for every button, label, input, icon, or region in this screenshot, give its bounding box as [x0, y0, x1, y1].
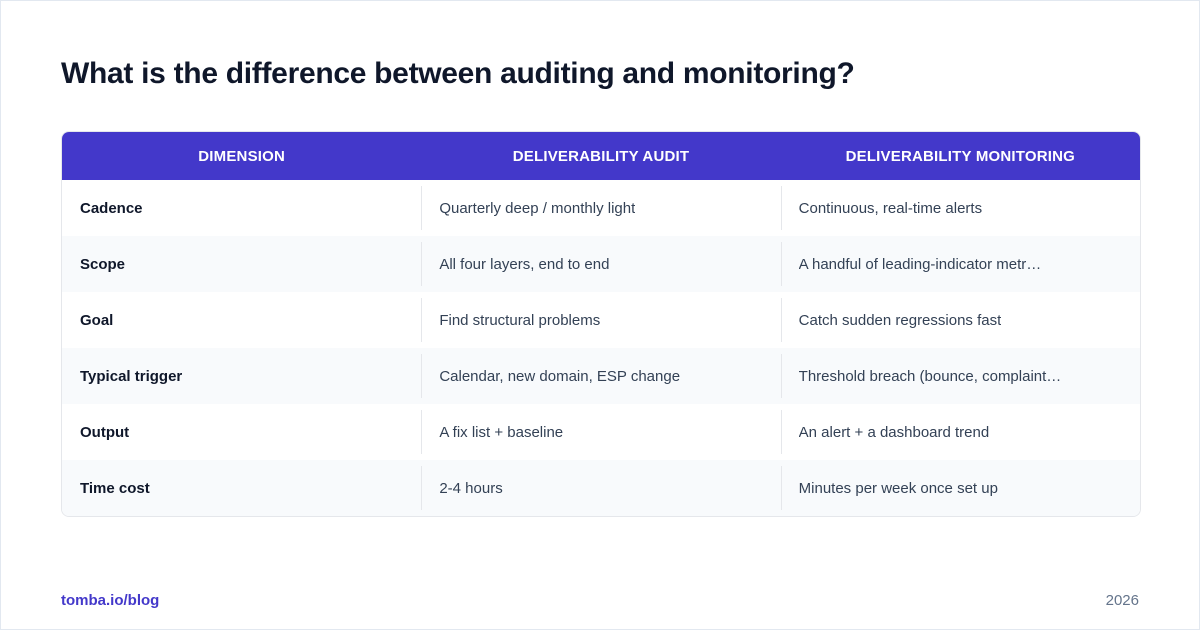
table-row: Cadence Quarterly deep / monthly light C…: [62, 180, 1140, 236]
monitoring-cell: Minutes per week once set up: [780, 460, 1140, 516]
audit-cell: 2-4 hours: [421, 460, 780, 516]
year-label: 2026: [1105, 592, 1139, 609]
dimension-cell: Time cost: [80, 479, 150, 497]
table-row: Goal Find structural problems Catch sudd…: [62, 292, 1140, 348]
monitoring-cell: A handful of leading-indicator metr…: [780, 236, 1140, 292]
dimension-cell: Goal: [80, 311, 114, 329]
audit-cell: Quarterly deep / monthly light: [421, 180, 780, 236]
source-link[interactable]: tomba.io/blog: [61, 592, 160, 609]
dimension-cell: Typical trigger: [80, 367, 183, 385]
page-title: What is the difference between auditing …: [61, 57, 855, 90]
table-row: Typical trigger Calendar, new domain, ES…: [62, 348, 1140, 404]
comparison-table: DIMENSION DELIVERABILITY AUDIT DELIVERAB…: [61, 131, 1141, 517]
audit-cell: Calendar, new domain, ESP change: [421, 348, 780, 404]
table-row: Scope All four layers, end to end A hand…: [62, 236, 1140, 292]
dimension-cell: Output: [80, 423, 130, 441]
monitoring-cell: An alert + a dashboard trend: [780, 404, 1140, 460]
monitoring-cell: Catch sudden regressions fast: [780, 292, 1140, 348]
monitoring-cell: Threshold breach (bounce, complaint…: [780, 348, 1140, 404]
dimension-cell: Cadence: [80, 199, 143, 217]
audit-cell: Find structural problems: [421, 292, 780, 348]
audit-cell: All four layers, end to end: [421, 236, 780, 292]
table-header: DIMENSION DELIVERABILITY AUDIT DELIVERAB…: [62, 132, 1140, 180]
column-header-monitoring: DELIVERABILITY MONITORING: [845, 147, 1076, 165]
table-row: Time cost 2-4 hours Minutes per week onc…: [62, 460, 1140, 516]
monitoring-cell: Continuous, real-time alerts: [780, 180, 1140, 236]
audit-cell: A fix list + baseline: [421, 404, 780, 460]
dimension-cell: Scope: [80, 255, 126, 273]
column-header-dimension: DIMENSION: [198, 147, 286, 165]
column-header-audit: DELIVERABILITY AUDIT: [512, 147, 690, 165]
table-row: Output A fix list + baseline An alert + …: [62, 404, 1140, 460]
